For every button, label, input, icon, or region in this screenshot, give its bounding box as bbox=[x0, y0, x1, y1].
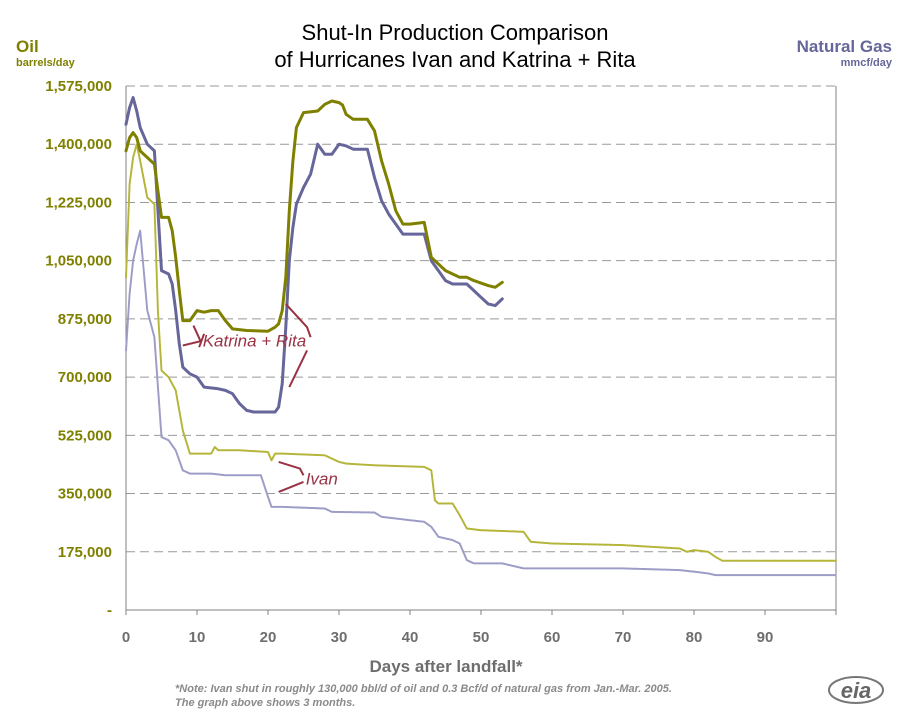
y-tick-labels: - 175,000 350,000 525,000 700,000 875,000 1,05… bbox=[45, 78, 112, 619]
x-tick-label: 30 bbox=[331, 629, 348, 646]
annotation-ivan: Ivan bbox=[306, 470, 338, 489]
y-tick-label: 700,000 bbox=[58, 369, 112, 386]
grid-lines bbox=[126, 85, 836, 553]
annotation-leader bbox=[285, 303, 312, 338]
x-tick-label: 70 bbox=[615, 629, 632, 646]
x-tick-label: 10 bbox=[189, 629, 206, 646]
oil-axis-unit: barrels/day bbox=[16, 57, 76, 69]
eia-logo-text: eia bbox=[841, 678, 872, 703]
x-tick-label: 20 bbox=[260, 629, 277, 646]
x-tick-label: 90 bbox=[757, 629, 774, 646]
footnote-line-2: The graph above shows 3 months. bbox=[175, 697, 355, 709]
annotation-leader bbox=[198, 333, 206, 348]
y-tick-label: - bbox=[107, 602, 112, 619]
series-line-ivan_oil bbox=[125, 143, 837, 562]
x-tick-label: 60 bbox=[544, 629, 561, 646]
oil-axis-title: Oil bbox=[16, 37, 39, 56]
y-tick-label: 1,225,000 bbox=[45, 194, 112, 211]
series-lines bbox=[124, 96, 837, 577]
annotations: Katrina + Rita Ivan bbox=[182, 303, 338, 493]
x-axis-label: Days after landfall* bbox=[369, 657, 522, 676]
gas-axis-unit: mmcf/day bbox=[841, 57, 893, 69]
series-line-ivan_gas bbox=[125, 229, 837, 577]
series-line-kr_gas bbox=[124, 96, 504, 414]
x-tick-label: 0 bbox=[122, 629, 130, 646]
annotation-leader bbox=[288, 350, 308, 388]
x-tick-label: 50 bbox=[473, 629, 490, 646]
annotation-katrina-rita: Katrina + Rita bbox=[203, 332, 306, 351]
annotation-leader bbox=[182, 325, 202, 347]
chart-title-line-1: Shut-In Production Comparison bbox=[302, 20, 609, 45]
annotation-leader bbox=[278, 480, 304, 493]
annotation-leader bbox=[278, 460, 305, 476]
y-tick-label: 875,000 bbox=[58, 311, 112, 328]
axes bbox=[125, 86, 837, 615]
series-line-kr_oil bbox=[124, 99, 504, 333]
x-tick-labels: 0 10 20 30 40 50 60 70 80 90 bbox=[122, 629, 774, 646]
chart-title-line-2: of Hurricanes Ivan and Katrina + Rita bbox=[274, 47, 636, 72]
x-tick-label: 80 bbox=[686, 629, 703, 646]
y-tick-label: 175,000 bbox=[58, 544, 112, 561]
eia-logo: eia bbox=[828, 676, 884, 704]
y-tick-label: 1,400,000 bbox=[45, 136, 112, 153]
y-tick-label: 350,000 bbox=[58, 486, 112, 503]
gas-axis-title: Natural Gas bbox=[797, 37, 892, 56]
footnote-line-1: *Note: Ivan shut in roughly 130,000 bbl/… bbox=[175, 683, 672, 695]
x-tick-label: 40 bbox=[402, 629, 419, 646]
y-tick-label: 1,050,000 bbox=[45, 253, 112, 270]
y-tick-label: 1,575,000 bbox=[45, 78, 112, 95]
y-tick-label: 525,000 bbox=[58, 427, 112, 444]
